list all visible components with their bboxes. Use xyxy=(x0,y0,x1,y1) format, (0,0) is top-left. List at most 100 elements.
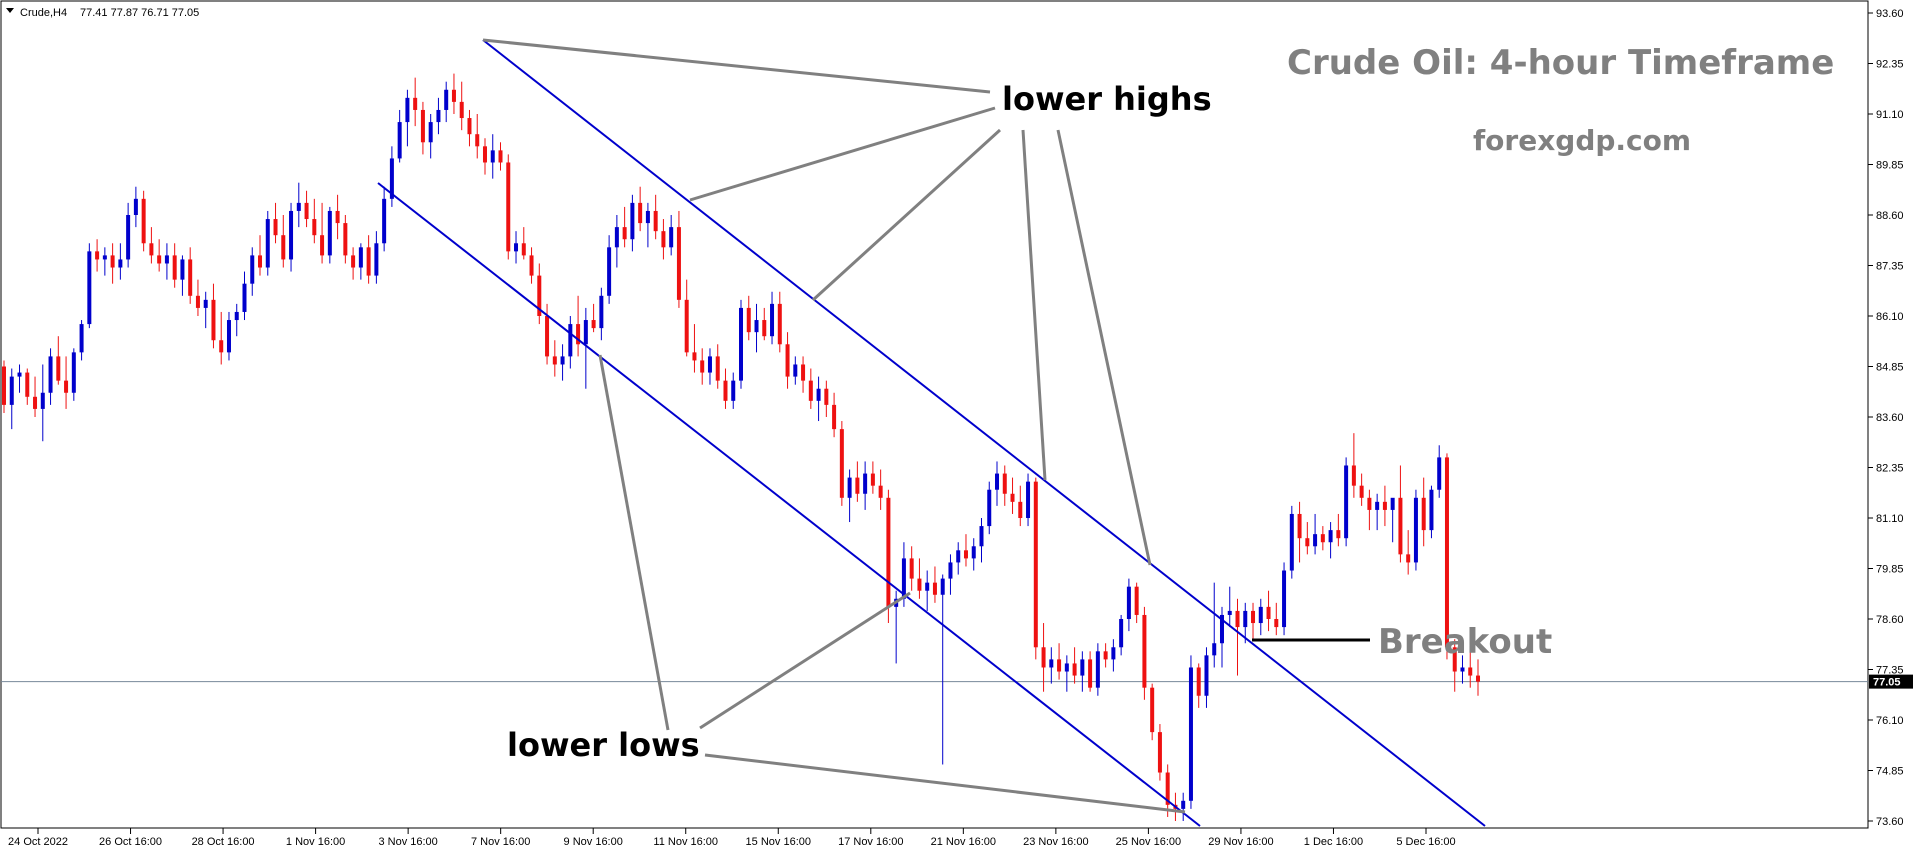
candle-bearish xyxy=(467,109,472,147)
y-tick-label: 93.60 xyxy=(1876,8,1904,20)
candle-bearish xyxy=(64,356,69,409)
candle-bullish xyxy=(731,372,736,409)
candle-bullish xyxy=(1429,485,1434,539)
candle-bullish xyxy=(444,81,449,123)
candle-bullish xyxy=(79,320,84,361)
x-tick-label: 29 Nov 16:00 xyxy=(1208,836,1273,848)
candle-bearish xyxy=(653,194,658,240)
candle-bearish xyxy=(506,154,511,260)
candle-bullish xyxy=(40,364,45,442)
candle-bullish xyxy=(382,186,387,252)
candle-bearish xyxy=(1336,513,1341,547)
candle-bearish xyxy=(909,546,914,591)
candles xyxy=(2,73,1480,821)
y-axis: 93.60 92.35 91.10 89.85 88.60 87.35 86.10 84.85… xyxy=(1868,8,1904,828)
x-tick-label: 7 Nov 16:00 xyxy=(471,836,530,848)
candle-bearish xyxy=(1452,639,1457,692)
candle-bearish xyxy=(1398,465,1403,563)
x-tick-label: 17 Nov 16:00 xyxy=(838,836,903,848)
x-tick-label: 15 Nov 16:00 xyxy=(746,836,811,848)
candle-bearish xyxy=(413,77,418,127)
dropdown-triangle-icon[interactable] xyxy=(6,8,14,13)
candle-bearish xyxy=(1041,623,1046,692)
candle-bullish xyxy=(739,299,743,389)
candle-bullish xyxy=(234,303,239,337)
candle-bearish xyxy=(576,295,581,357)
candle-bearish xyxy=(451,73,456,114)
candle-bullish xyxy=(1219,606,1224,668)
candle-bullish xyxy=(1413,489,1418,571)
candle-bullish xyxy=(1188,655,1193,809)
candle-bearish xyxy=(855,461,860,502)
candle-bearish xyxy=(878,469,883,510)
candle-bullish xyxy=(289,202,294,272)
candle-bearish xyxy=(746,295,751,341)
candle-bearish xyxy=(638,186,643,232)
candle-bearish xyxy=(1142,606,1147,700)
ohlc-readout: 77.41 77.87 76.71 77.05 xyxy=(80,7,199,19)
candle-bullish xyxy=(630,194,635,252)
lower-lows-pointers xyxy=(598,354,1186,814)
candle-bullish xyxy=(87,243,92,329)
candle-bearish xyxy=(141,190,146,252)
candle-bullish xyxy=(1126,578,1131,632)
candle-bearish xyxy=(886,489,891,624)
candle-bullish xyxy=(296,182,301,228)
candle-bearish xyxy=(832,392,837,438)
candle-bearish xyxy=(211,283,216,349)
x-tick-label: 23 Nov 16:00 xyxy=(1023,836,1088,848)
candle-bearish xyxy=(537,263,542,325)
candle-bearish xyxy=(172,243,177,288)
candle-bearish xyxy=(777,291,782,353)
candle-bearish xyxy=(1367,489,1372,531)
candle-bullish xyxy=(265,210,270,276)
y-tick-label: 81.10 xyxy=(1876,513,1904,525)
candle-bearish xyxy=(1297,501,1302,563)
lower-highs-pointers xyxy=(482,38,1152,566)
candle-bearish xyxy=(622,206,627,248)
candle-bearish xyxy=(661,219,666,260)
y-tick-label: 83.60 xyxy=(1876,412,1904,424)
candle-bearish xyxy=(762,307,767,341)
candle-bullish xyxy=(1049,647,1054,684)
candle-bullish xyxy=(405,89,410,147)
candle-bullish xyxy=(1289,505,1294,579)
candle-bullish xyxy=(607,235,612,304)
candle-bearish xyxy=(870,461,875,494)
candle-bearish xyxy=(1165,764,1170,817)
candle-bearish xyxy=(1274,602,1279,636)
candle-bearish xyxy=(917,558,922,599)
y-tick-label: 79.85 xyxy=(1876,564,1904,576)
candle-bearish xyxy=(801,356,806,393)
candle-bearish xyxy=(552,340,557,377)
y-tick-label: 92.35 xyxy=(1876,59,1904,71)
x-tick-label: 21 Nov 16:00 xyxy=(931,836,996,848)
candle-bearish xyxy=(219,311,224,365)
y-tick-label: 84.85 xyxy=(1876,362,1904,374)
candle-bullish xyxy=(1258,598,1263,636)
breakout-label: Breakout xyxy=(1378,622,1552,662)
candle-bullish xyxy=(242,271,247,321)
y-tick-label: 77.35 xyxy=(1876,665,1904,677)
candle-bullish xyxy=(645,202,650,248)
candle-bullish xyxy=(250,247,255,296)
y-tick-label: 76.10 xyxy=(1876,715,1904,727)
candle-bearish xyxy=(1468,647,1473,688)
candle-bearish xyxy=(1382,485,1387,527)
candle-bullish xyxy=(327,206,332,264)
current-price-tag: 77.05 xyxy=(1869,674,1913,689)
candle-bullish xyxy=(1282,562,1287,636)
candle-bullish xyxy=(102,247,107,276)
candle-bullish xyxy=(203,291,208,329)
candle-bearish xyxy=(1002,465,1007,506)
candle-bearish xyxy=(723,368,728,409)
candle-bullish xyxy=(847,469,852,523)
candle-bearish xyxy=(343,215,348,264)
candle-bullish xyxy=(133,186,138,228)
candle-bearish xyxy=(498,142,503,171)
y-tick-label: 73.60 xyxy=(1876,816,1904,828)
candle-bullish xyxy=(956,542,961,575)
candle-bullish xyxy=(583,307,588,389)
candle-bullish xyxy=(374,231,379,284)
candle-bearish xyxy=(320,202,325,264)
